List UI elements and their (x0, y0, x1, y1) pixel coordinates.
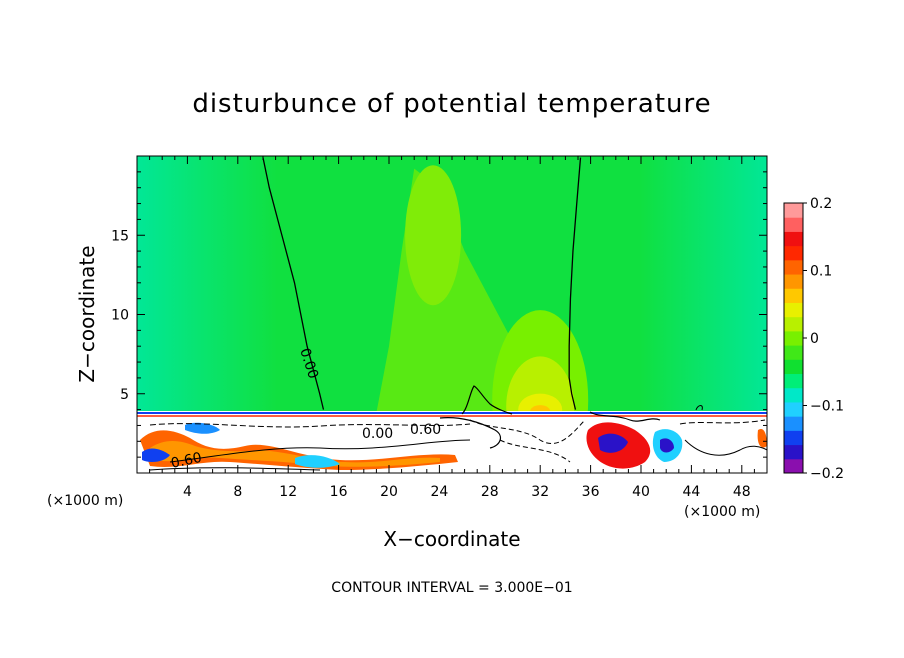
colorbar-tick-label: −0.1 (810, 399, 844, 415)
x-tick-label: 28 (481, 484, 499, 500)
colorbar-swatch (784, 316, 803, 332)
colorbar-swatch (784, 259, 803, 275)
plot-area (137, 156, 767, 473)
surface-hump (461, 385, 513, 415)
boundary-layer (137, 411, 767, 473)
anomaly-cluster-right2-core (660, 438, 674, 453)
contour-solid-3 (684, 439, 767, 456)
colorbar-swatch (784, 359, 803, 375)
anomaly-cold-left (142, 448, 170, 463)
colorbar-swatch (784, 231, 803, 247)
colorbar-swatch (784, 444, 803, 460)
colorbar-swatch (784, 373, 803, 389)
y-tick-label: 10 (111, 308, 129, 324)
isolated-contour (695, 405, 703, 411)
colorbar-swatch (784, 203, 803, 218)
contour-label-2: 0.60 (410, 422, 441, 438)
colorbar-swatch (784, 330, 803, 346)
y-axis: 5 10 15 (111, 171, 767, 458)
x-tick-label: 48 (733, 484, 751, 500)
contour-solid-2 (149, 467, 321, 471)
chart-title: disturbunce of potential temperature (192, 89, 711, 119)
anomaly-band-left (140, 430, 458, 470)
colorbar: 0.2 0.1 0 −0.1 −0.2 (783, 196, 844, 482)
x-tick-label: 24 (430, 484, 448, 500)
x-tick-label: 44 (682, 484, 700, 500)
x-axis-label: X−coordinate (383, 527, 520, 551)
right-negative-field (640, 156, 767, 412)
colorbar-tick-label: 0.2 (810, 196, 832, 212)
contour-solid-5 (589, 411, 661, 422)
x-tick-label: 40 (632, 484, 650, 500)
anomaly-cold-mid (295, 455, 340, 468)
contour-dashed-2 (469, 419, 586, 444)
contour-dashed-3 (499, 439, 571, 463)
colorbar-swatch (784, 245, 803, 261)
colorbar-swatch (784, 430, 803, 446)
x-tick-label: 20 (380, 484, 398, 500)
x-axis: 4 8 12 16 20 24 28 32 36 40 44 48 (149, 156, 755, 500)
contour-solid-4 (439, 417, 502, 449)
colorbar-swatch (784, 302, 803, 318)
contour-label-1: 0.00 (362, 426, 393, 442)
contour-dashed-1 (149, 423, 471, 428)
contour-solid-1 (169, 439, 471, 463)
colorbar-swatch (784, 288, 803, 303)
colorbar-tick-label: 0.1 (810, 264, 832, 280)
y-axis-label: Z−coordinate (75, 245, 99, 382)
left-negative-field (137, 156, 277, 412)
zero-contour-right-line (568, 157, 582, 410)
colorbar-swatch (784, 217, 803, 232)
plume-core (405, 165, 462, 306)
colorbar-tick-label: −0.2 (810, 466, 844, 482)
colorbar-swatch (784, 416, 803, 431)
colorbar-swatch (784, 458, 803, 474)
anomaly-cold-mid2 (185, 422, 220, 434)
colorbar-swatch (784, 401, 803, 417)
zero-contour-left-line (262, 157, 325, 410)
x-tick-label: 16 (330, 484, 348, 500)
colorbar-swatch (784, 274, 803, 289)
x-tick-label: 12 (279, 484, 297, 500)
x-unit-label: (×1000 m) (47, 493, 123, 509)
y-tick-label: 15 (111, 228, 129, 244)
y-tick-label: 5 (120, 387, 129, 403)
contour-interval-note: CONTOUR INTERVAL = 3.000E−01 (331, 580, 572, 596)
x-tick-label: 4 (183, 484, 192, 500)
colorbar-swatch (784, 387, 803, 403)
x-tick-label: 32 (531, 484, 549, 500)
x-unit-label-right: (×1000 m) (684, 504, 760, 520)
x-tick-label: 36 (582, 484, 600, 500)
x-tick-label: 8 (233, 484, 242, 500)
contour-label-3: 0.60 (170, 450, 204, 472)
anomaly-cluster-right-blue (598, 433, 628, 453)
contour-dashed-4 (679, 419, 766, 425)
colorbar-swatch (784, 345, 803, 360)
colorbar-tick-label: 0 (810, 331, 819, 347)
anomaly-edge-right (757, 428, 767, 448)
